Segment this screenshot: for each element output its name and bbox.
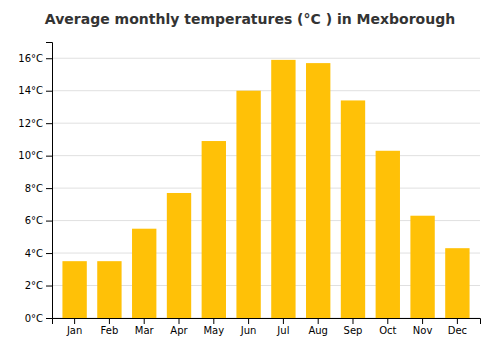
y-tick-label: 14°C xyxy=(18,85,43,96)
x-tick: Jan xyxy=(66,318,82,336)
y-tick-mark xyxy=(46,188,52,189)
y-tick: 16°C xyxy=(18,53,52,64)
x-tick-label: Aug xyxy=(308,325,328,336)
bar xyxy=(410,216,434,318)
plot: 0°C 2°C 4°C 6°C 8°C 10°C 12°C 14°C 16°C Jan Feb Mar… xyxy=(18,43,480,337)
x-tick-label: Sep xyxy=(344,325,363,336)
x-tick-label: Mar xyxy=(135,325,155,336)
x-tick-label: Jul xyxy=(276,325,289,336)
bar xyxy=(132,229,156,318)
x-tick: Feb xyxy=(101,318,119,336)
y-tick: 0°C xyxy=(25,313,52,324)
bar xyxy=(167,193,191,318)
x-tick-label: Feb xyxy=(101,325,119,336)
y-tick-label: 2°C xyxy=(25,280,43,291)
y-tick-mark xyxy=(46,318,52,319)
y-tick-label: 4°C xyxy=(25,248,43,259)
x-tick-label: Apr xyxy=(170,325,188,336)
bar xyxy=(376,151,400,318)
y-tick: 12°C xyxy=(18,118,52,129)
x-tick-mark xyxy=(144,318,145,324)
x-tick: Oct xyxy=(379,318,396,336)
x-tick: Jun xyxy=(240,318,257,336)
bars xyxy=(62,60,469,318)
x-tick-mark xyxy=(352,318,353,324)
x-tick-mark xyxy=(457,318,458,324)
y-tick: 4°C xyxy=(25,248,52,259)
x-tick-label: Jun xyxy=(240,325,257,336)
grid-line xyxy=(52,155,480,156)
y-tick-label: 10°C xyxy=(18,150,43,161)
x-tick-label: Jan xyxy=(66,325,82,336)
y-tick: 2°C xyxy=(25,280,52,291)
x-tick-mark xyxy=(213,318,214,324)
x-tick-label: May xyxy=(203,325,224,336)
y-tick: 10°C xyxy=(18,150,52,161)
grid-line xyxy=(52,90,480,91)
grid-line xyxy=(52,188,480,189)
x-tick-mark xyxy=(179,318,180,324)
x-tick-mark xyxy=(74,318,75,324)
x-tick: Aug xyxy=(308,318,328,336)
x-tick-mark xyxy=(422,318,423,324)
x-tick: Sep xyxy=(344,318,363,336)
y-tick-label: 16°C xyxy=(18,53,43,64)
bar xyxy=(306,63,330,318)
bar xyxy=(202,141,226,318)
y-tick: 6°C xyxy=(25,215,52,226)
y-tick: 14°C xyxy=(18,85,52,96)
y-tick-label: 12°C xyxy=(18,118,43,129)
bar xyxy=(271,60,295,318)
y-axis-line xyxy=(46,43,53,319)
x-tick-mark xyxy=(283,318,284,324)
x-tick-mark xyxy=(109,318,110,324)
x-axis: Jan Feb Mar Apr May Jun Jul Aug Sep Oct Nov Dec xyxy=(53,318,481,336)
grid xyxy=(52,58,480,318)
y-tick-mark xyxy=(46,156,52,157)
bar xyxy=(97,261,121,318)
bar xyxy=(445,248,469,318)
x-tick-label: Dec xyxy=(448,325,467,336)
x-tick-mark xyxy=(318,318,319,324)
y-tick-label: 6°C xyxy=(25,215,43,226)
x-tick-label: Oct xyxy=(379,325,396,336)
y-axis: 0°C 2°C 4°C 6°C 8°C 10°C 12°C 14°C 16°C xyxy=(18,43,52,324)
x-tick: Apr xyxy=(170,318,188,336)
chart: 0°C 2°C 4°C 6°C 8°C 10°C 12°C 14°C 16°C Jan Feb Mar… xyxy=(0,0,500,350)
grid-line xyxy=(52,58,480,59)
x-tick: Dec xyxy=(448,318,467,336)
x-tick: Jul xyxy=(276,318,289,336)
x-tick-mark xyxy=(387,318,388,324)
x-tick-mark xyxy=(248,318,249,324)
bar xyxy=(341,100,365,318)
y-tick-mark xyxy=(46,123,52,124)
y-tick-label: 0°C xyxy=(25,313,43,324)
y-tick-label: 8°C xyxy=(25,183,43,194)
bar xyxy=(236,91,260,318)
y-tick-mark xyxy=(46,286,52,287)
y-tick-mark xyxy=(46,91,52,92)
grid-line xyxy=(52,123,480,124)
x-axis-line xyxy=(53,319,481,325)
x-tick-label: Nov xyxy=(413,325,433,336)
y-tick-mark xyxy=(46,253,52,254)
x-tick: Nov xyxy=(413,318,433,336)
x-tick: May xyxy=(203,318,224,336)
bar xyxy=(62,261,86,318)
y-tick: 8°C xyxy=(25,183,52,194)
title: Average monthly temperatures (°C ) in Me… xyxy=(45,11,455,27)
x-tick: Mar xyxy=(135,318,155,336)
y-tick-mark xyxy=(46,221,52,222)
y-tick-mark xyxy=(46,58,52,59)
